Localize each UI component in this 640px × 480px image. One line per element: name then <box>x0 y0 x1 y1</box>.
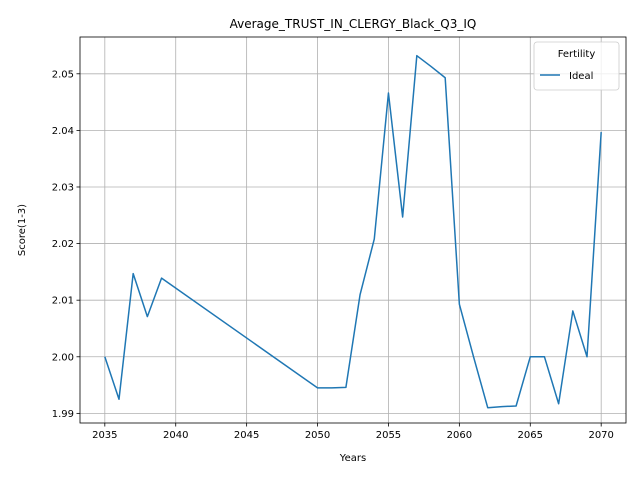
legend: Fertility Ideal <box>533 41 620 91</box>
y-tick-label: 1.99 <box>52 409 74 420</box>
x-tick-label: 2040 <box>163 430 188 441</box>
chart-title: Average_TRUST_IN_CLERGY_Black_Q3_IQ <box>230 17 477 31</box>
plot-area <box>79 36 627 424</box>
legend-entry-label: Ideal <box>569 71 593 82</box>
y-tick-label: 2.00 <box>52 352 74 363</box>
legend-box <box>533 41 620 91</box>
y-axis-label: Score(1-3) <box>17 204 28 256</box>
y-tick-label: 2.02 <box>52 239 74 250</box>
y-tick-label: 2.04 <box>52 126 74 137</box>
x-tick-label: 2050 <box>305 430 330 441</box>
x-tick-label: 2035 <box>92 430 117 441</box>
x-tick-label: 2065 <box>518 430 543 441</box>
x-tick-label: 2045 <box>234 430 259 441</box>
x-tick-label: 2070 <box>588 430 613 441</box>
y-tick-label: 2.01 <box>52 296 74 307</box>
x-tick-label: 2055 <box>376 430 401 441</box>
series-layer <box>104 54 602 409</box>
y-tick-label: 2.03 <box>52 182 74 193</box>
legend-title: Fertility <box>558 49 596 60</box>
axis-ticks: 2035 2040 2045 2050 2055 2060 2065 2070 1.99 2.00… <box>52 69 614 441</box>
x-tick-label: 2060 <box>447 430 472 441</box>
series-line-ideal <box>104 54 602 409</box>
x-axis-label: Years <box>339 453 366 464</box>
y-tick-label: 2.05 <box>52 69 74 80</box>
